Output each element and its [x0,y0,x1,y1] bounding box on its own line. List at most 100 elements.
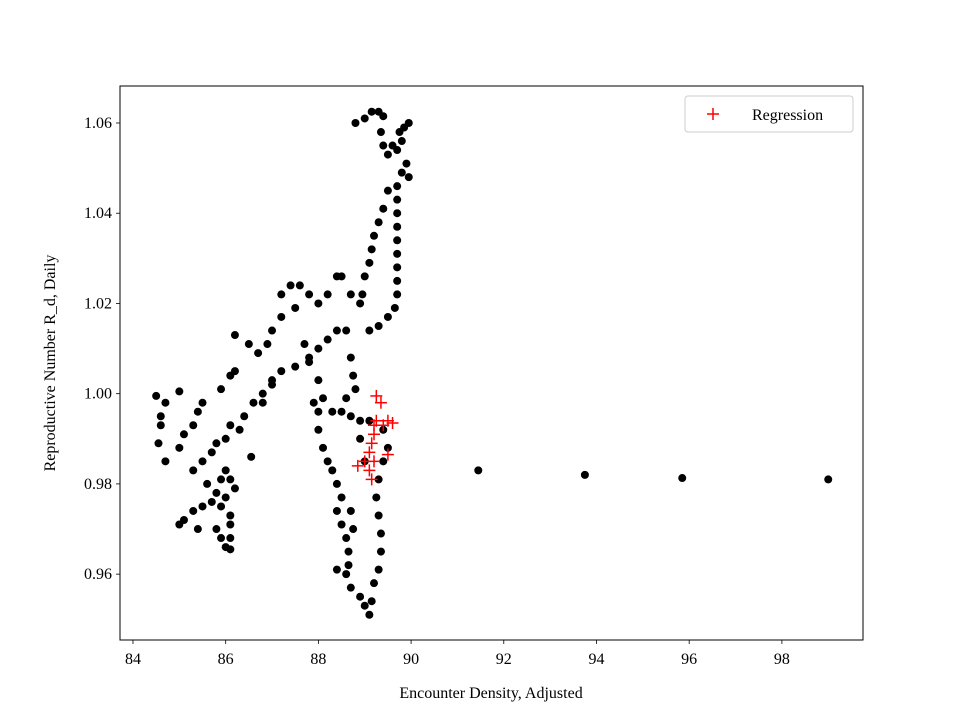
point [342,534,351,543]
point [332,565,341,574]
point [295,281,304,290]
x-tick-label: 84 [125,651,141,668]
point [393,263,402,272]
point [383,150,392,159]
x-tick-label: 92 [496,651,512,668]
point [370,231,379,240]
point [258,389,267,398]
point [319,443,328,452]
point [390,303,399,312]
point [244,340,253,349]
point [346,506,355,515]
y-axis-label: Reproductive Number R_d, Daily [42,255,59,472]
point [337,520,346,529]
point [154,439,163,448]
point [356,416,365,425]
point [217,475,226,484]
point [365,416,374,425]
plus-point [370,389,383,402]
point [346,583,355,592]
point [332,479,341,488]
point [376,128,385,137]
plus-point [358,455,371,468]
point [374,218,383,227]
point [221,466,230,475]
point [152,391,161,400]
plus-point [374,396,387,409]
point [207,448,216,457]
point [300,340,309,349]
point [383,186,392,195]
plus-point [363,446,376,459]
point [337,493,346,502]
point [189,466,198,475]
point [258,398,267,407]
point [356,299,365,308]
point [277,312,286,321]
y-tick-label: 1.02 [84,295,112,312]
plus-point [381,448,394,461]
point [404,118,413,127]
point [198,398,207,407]
point [360,114,369,123]
point [226,545,235,554]
point [367,597,376,606]
point [161,457,170,466]
point [230,331,239,340]
point [393,146,402,155]
point [189,421,198,430]
legend-box [684,95,854,133]
point [397,137,406,146]
point [217,385,226,394]
point [351,385,360,394]
x-tick-label: 90 [403,651,419,668]
point [217,502,226,511]
point [376,529,385,538]
point [376,547,385,556]
point [189,506,198,515]
point [356,592,365,601]
point [230,367,239,376]
point [344,561,353,570]
point [342,326,351,335]
plus-point [365,473,378,486]
plus-point [386,417,399,430]
point [212,488,221,497]
point [383,443,392,452]
x-axis-label: Encounter Density, Adjusted [399,685,582,702]
point [198,457,207,466]
x-tick-label: 96 [681,651,697,668]
point [332,326,341,335]
point [305,290,314,299]
point [358,290,367,299]
point [360,601,369,610]
point [277,290,286,299]
point [314,425,323,434]
point [824,475,833,484]
point [370,579,379,588]
point [314,376,323,385]
point [263,340,272,349]
point [393,182,402,191]
point [393,276,402,285]
point [226,534,235,543]
point [212,439,221,448]
point [226,520,235,529]
x-tick-label: 88 [310,651,326,668]
point [212,525,221,534]
point [346,412,355,421]
point [397,168,406,177]
point [240,412,249,421]
point [323,457,332,466]
x-tick-label: 98 [774,651,790,668]
point [291,362,300,371]
y-tick-label: 0.96 [84,566,112,583]
point [226,475,235,484]
point [379,141,388,150]
y-tick-label: 1.06 [84,115,112,132]
point [337,272,346,281]
point [346,290,355,299]
plus-point [351,459,364,472]
point [314,407,323,416]
plus-point [368,428,381,441]
